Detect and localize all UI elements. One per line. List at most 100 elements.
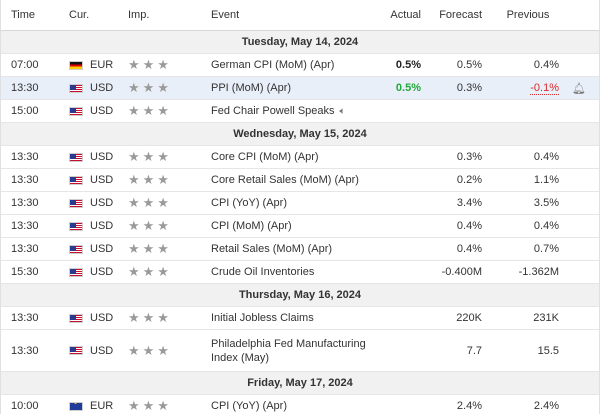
event-link[interactable]: Retail Sales (MoM) (Apr) — [211, 243, 333, 255]
event-currency: USD — [69, 100, 129, 122]
currency-code: USD — [90, 151, 114, 163]
table-row[interactable]: 13:30 USD ★★★ Core CPI (MoM) (Apr) 0.3% … — [1, 146, 599, 169]
event-link[interactable]: Fed Chair Powell Speaks 🔈︎ — [211, 100, 381, 122]
us-flag-icon — [69, 175, 83, 185]
event-forecast: 0.3% — [456, 151, 482, 163]
stars-icon: ★★★ — [128, 57, 172, 72]
event-link[interactable]: Crude Oil Inventories — [211, 266, 315, 278]
importance-stars-icon: ★★★ — [128, 169, 198, 191]
column-header-time[interactable]: Time — [11, 9, 36, 21]
event-currency: USD — [69, 192, 129, 214]
event-time: 13:30 — [11, 82, 39, 94]
event-previous: 0.4% — [533, 59, 559, 71]
event-forecast: 0.3% — [456, 82, 482, 94]
event-link[interactable]: CPI (YoY) (Apr) — [211, 400, 288, 412]
column-header-event[interactable]: Event — [211, 9, 240, 21]
event-link[interactable]: German CPI (MoM) (Apr) — [211, 59, 335, 71]
day-header-friday: Friday, May 17, 2024 — [1, 372, 599, 395]
importance-stars-icon: ★★★ — [128, 307, 198, 329]
event-currency: USD — [69, 215, 129, 237]
stars-icon: ★★★ — [128, 103, 172, 118]
event-previous: 2.4% — [533, 400, 559, 412]
event-previous: 0.4% — [533, 151, 559, 163]
table-row[interactable]: 15:00 USD ★★★ Fed Chair Powell Speaks 🔈︎ — [1, 100, 599, 123]
table-header: Time Cur. Imp. Event Actual Forecast Pre… — [1, 0, 599, 31]
table-row[interactable]: 13:30 USD ★★★ Philadelphia Fed Manufactu… — [1, 330, 599, 372]
stars-icon: ★★★ — [128, 241, 172, 256]
event-actual: 0.5% — [371, 54, 421, 76]
event-forecast: 0.5% — [456, 59, 482, 71]
event-currency: USD — [69, 77, 129, 99]
column-header-importance[interactable]: Imp. — [128, 9, 150, 21]
event-forecast: 7.7 — [466, 344, 482, 357]
currency-code: USD — [90, 266, 114, 278]
table-row[interactable]: 15:30 USD ★★★ Crude Oil Inventories -0.4… — [1, 261, 599, 284]
actual-value: 0.5% — [395, 59, 421, 71]
table-row[interactable]: 13:30 USD ★★★ PPI (MoM) (Apr) 0.5% 0.3% … — [1, 77, 599, 100]
event-link[interactable]: Philadelphia Fed Manufacturing Index (Ma… — [211, 330, 381, 371]
event-forecast: 0.4% — [456, 243, 482, 255]
event-time: 13:30 — [11, 243, 39, 255]
importance-stars-icon: ★★★ — [128, 146, 198, 168]
table-row[interactable]: 13:30 USD ★★★ Retail Sales (MoM) (Apr) 0… — [1, 238, 599, 261]
currency-code: USD — [90, 243, 114, 255]
us-flag-icon — [69, 267, 83, 277]
column-header-forecast[interactable]: Forecast — [439, 9, 482, 21]
currency-code: USD — [90, 312, 114, 324]
event-forecast: 220K — [456, 312, 482, 324]
event-forecast: 0.4% — [456, 220, 482, 232]
column-header-previous[interactable]: Previous — [506, 9, 550, 21]
table-row[interactable]: 10:00 EUR ★★★ CPI (YoY) (Apr) 2.4% 2.4% — [1, 395, 599, 414]
currency-code: USD — [90, 220, 114, 232]
event-link[interactable]: Core Retail Sales (MoM) (Apr) — [211, 174, 359, 186]
event-currency: USD — [69, 330, 129, 371]
currency-code: USD — [90, 197, 114, 209]
event-currency: USD — [69, 169, 129, 191]
event-forecast: -0.400M — [441, 266, 482, 278]
stars-icon: ★★★ — [128, 172, 172, 187]
event-currency: EUR — [69, 54, 129, 76]
event-time: 13:30 — [11, 174, 39, 186]
event-link[interactable]: Core CPI (MoM) (Apr) — [211, 151, 319, 163]
table-row[interactable]: 07:00 EUR ★★★ German CPI (MoM) (Apr) 0.5… — [1, 54, 599, 77]
stars-icon: ★★★ — [128, 342, 172, 358]
event-previous: 0.7% — [533, 243, 559, 255]
event-forecast: 0.2% — [456, 174, 482, 186]
stars-icon: ★★★ — [128, 149, 172, 164]
event-time: 13:30 — [11, 344, 39, 357]
stars-icon: ★★★ — [128, 80, 172, 95]
importance-stars-icon: ★★★ — [128, 54, 198, 76]
event-time: 13:30 — [11, 220, 39, 232]
day-header-wednesday: Wednesday, May 15, 2024 — [1, 123, 599, 146]
us-flag-icon — [69, 198, 83, 208]
germany-flag-icon — [69, 60, 83, 70]
importance-stars-icon: ★★★ — [128, 238, 198, 260]
event-currency: USD — [69, 307, 129, 329]
event-link[interactable]: Initial Jobless Claims — [211, 312, 314, 324]
table-row[interactable]: 13:30 USD ★★★ CPI (YoY) (Apr) 3.4% 3.5% — [1, 192, 599, 215]
column-header-actual[interactable]: Actual — [390, 9, 421, 21]
bell-icon[interactable]: 🔔︎ — [569, 77, 589, 99]
event-link[interactable]: CPI (MoM) (Apr) — [211, 220, 292, 232]
currency-code: EUR — [90, 59, 114, 71]
event-time: 07:00 — [11, 59, 39, 71]
table-row[interactable]: 13:30 USD ★★★ CPI (MoM) (Apr) 0.4% 0.4% — [1, 215, 599, 238]
importance-stars-icon: ★★★ — [128, 192, 198, 214]
day-header-thursday: Thursday, May 16, 2024 — [1, 284, 599, 307]
event-time: 15:30 — [11, 266, 39, 278]
event-link[interactable]: CPI (YoY) (Apr) — [211, 197, 288, 209]
us-flag-icon — [69, 106, 83, 116]
event-previous: 231K — [533, 312, 559, 324]
importance-stars-icon: ★★★ — [128, 330, 198, 371]
currency-code: USD — [90, 82, 114, 94]
table-row[interactable]: 13:30 USD ★★★ Core Retail Sales (MoM) (A… — [1, 169, 599, 192]
event-link[interactable]: PPI (MoM) (Apr) — [211, 82, 292, 94]
column-header-currency[interactable]: Cur. — [69, 9, 90, 21]
stars-icon: ★★★ — [128, 195, 172, 210]
us-flag-icon — [69, 83, 83, 93]
event-previous: -0.1% — [491, 77, 559, 99]
us-flag-icon — [69, 244, 83, 254]
table-row[interactable]: 13:30 USD ★★★ Initial Jobless Claims 220… — [1, 307, 599, 330]
event-previous: 1.1% — [533, 174, 559, 186]
